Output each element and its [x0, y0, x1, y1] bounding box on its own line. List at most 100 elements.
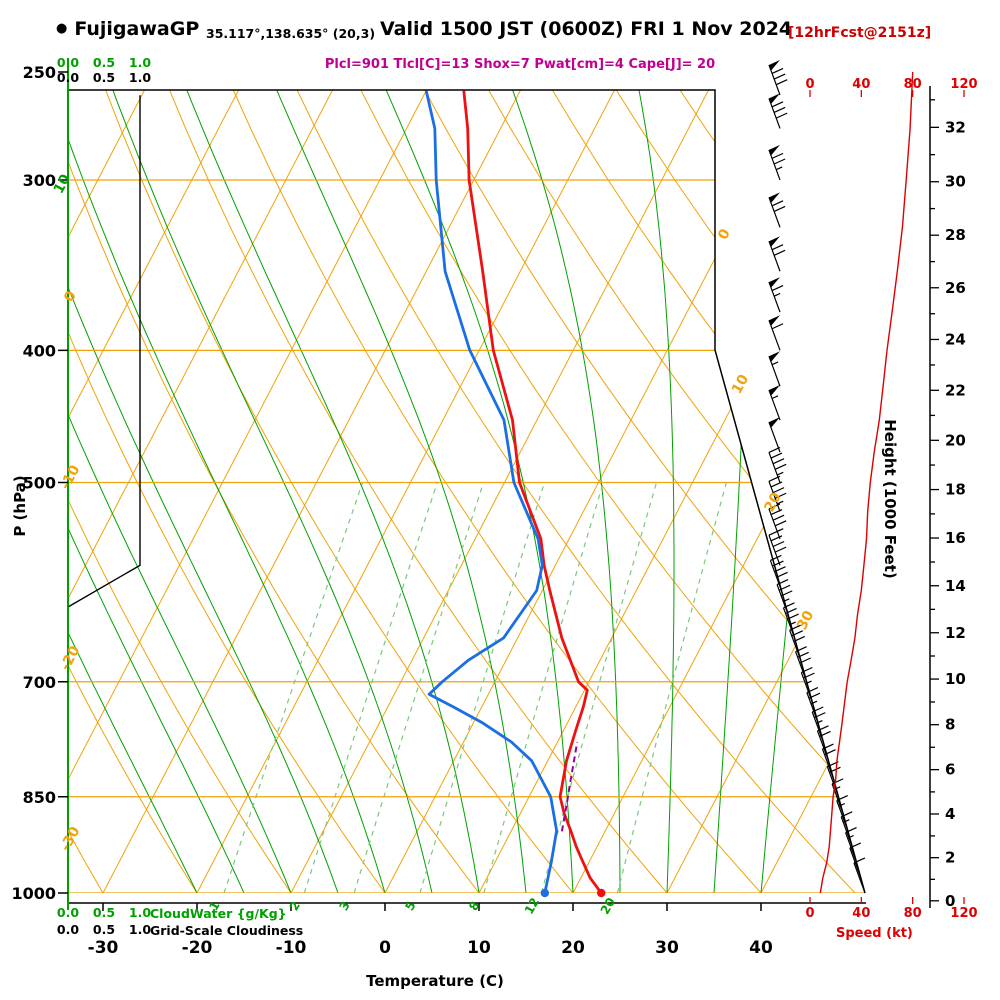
cloud-scale-value: 1.0: [129, 55, 151, 70]
cloud-scale-value: 0.5: [93, 922, 115, 937]
wind-barb: [768, 503, 787, 540]
stability-indices: Plcl=901 Tlcl[C]=13 Shox=7 Pwat[cm]=4 Ca…: [324, 57, 716, 72]
height-tick-label: 10: [945, 670, 966, 688]
surface-temp-dot: [597, 888, 606, 898]
mixing-ratio-label: 12: [522, 895, 542, 916]
temp-tick-label: 40: [749, 938, 773, 958]
height-tick-label: 20: [945, 431, 966, 449]
wind-barb: [768, 277, 784, 313]
height-tick-label: 30: [945, 173, 966, 191]
mixing-ratio-label: 2: [287, 899, 303, 913]
height-tick-label: 26: [945, 279, 966, 297]
cloudiness-axis-title: Grid-Scale Cloudiness: [150, 923, 304, 938]
speed-tick-label-bottom: 120: [950, 906, 977, 921]
dewpoint-curve: [424, 90, 558, 894]
surface-dewpoint-dot: [540, 888, 549, 898]
cloud-scale-value: 0.5: [93, 905, 115, 920]
wind-barb: [768, 192, 786, 228]
station-coordinates: 35.117°,138.635° (20,3): [206, 26, 376, 41]
height-tick-label: 14: [945, 577, 966, 595]
cloud-scale-value: 0.0: [57, 55, 79, 70]
height-tick-label: 28: [945, 226, 966, 244]
wind-barb: [768, 315, 784, 351]
mixing-ratio-label: 3: [337, 899, 353, 913]
temp-tick-label: 30: [655, 938, 679, 958]
isotherm-label-right: 10: [729, 372, 752, 397]
speed-tick-label-top: 80: [904, 77, 922, 92]
cloud-traces: [67, 90, 141, 893]
height-axis-title: Height (1000 Feet): [881, 419, 899, 579]
speed-tick-label-bottom: 0: [805, 906, 814, 921]
wind-barb: [768, 59, 788, 96]
height-tick-label: 4: [945, 805, 955, 823]
wind-speed-curve: [819, 71, 914, 894]
speed-tick-label-bottom: 80: [904, 906, 922, 921]
mixing-ratio-label: 5: [402, 899, 418, 913]
isotherm-label-left: -10: [57, 462, 83, 492]
temp-tick-label: -30: [88, 938, 119, 958]
temp-tick-label: -10: [276, 938, 307, 958]
wind-barb: [769, 554, 788, 591]
mixing-ratio-label: 20: [598, 895, 618, 916]
pressure-tick-label: 700: [23, 673, 56, 692]
height-tick-label: 16: [945, 529, 966, 547]
height-tick-label: 12: [945, 624, 966, 642]
wind-barb: [768, 385, 781, 421]
pressure-tick-label: 1000: [11, 884, 56, 903]
height-tick-label: 32: [945, 118, 966, 136]
temp-tick-label: 0: [379, 938, 391, 958]
wind-barb: [768, 93, 788, 129]
wind-barb: [768, 351, 781, 387]
station-name: FujigawaGP: [74, 18, 200, 40]
isotherm-label-right: 20: [762, 490, 785, 515]
speed-axis-title: Speed (kt): [836, 926, 913, 941]
temperature-axis: -30 -20 -10 0 10 20 30 40: [88, 903, 773, 958]
temperature-curve: [462, 90, 603, 894]
cloudwater-axis-title: CloudWater {g/Kg}: [150, 906, 287, 921]
wind-barb: [768, 236, 786, 272]
height-tick-label: 2: [945, 849, 955, 867]
height-tick-label: 0: [945, 892, 955, 910]
cloud-scale-value: 0.0: [57, 70, 79, 85]
speed-tick-label-bottom: 40: [852, 906, 870, 921]
cloud-scale-value: 1.0: [129, 922, 151, 937]
height-tick-label: 24: [945, 330, 966, 348]
cloud-scale-value: 0.0: [57, 922, 79, 937]
cloud-scale-value: 1.0: [129, 70, 151, 85]
pressure-axis: 250 300 400 500 700 850 1000: [11, 63, 68, 903]
wind-barb: [768, 144, 786, 181]
wind-barbs: [768, 59, 866, 894]
wind-barb: [768, 475, 787, 512]
wind-barb: [849, 842, 862, 879]
temp-tick-label: -20: [182, 938, 213, 958]
wind-barb: [768, 417, 781, 453]
grid-lines: [68, 90, 865, 893]
isotherm-label-right: 30: [794, 608, 817, 633]
sounding-curves: [424, 90, 606, 898]
pressure-tick-label: 300: [23, 171, 56, 190]
speed-tick-label-top: 40: [852, 77, 870, 92]
isotherm-label-left: -20: [57, 643, 83, 673]
speed-tick-label-top: 0: [805, 77, 814, 92]
plot-frame: [67, 58, 866, 910]
cloud-scales: 0.0 0.5 1.0 0.0 0.5 1.0 0.0 0.5 1.0 0.0 0.5 1.0: [57, 55, 151, 937]
temp-tick-label: 20: [561, 938, 585, 958]
cloud-scale-value: 1.0: [129, 905, 151, 920]
isotherm-label-right: 0: [715, 226, 734, 242]
cloudiness-trace: [67, 95, 141, 608]
height-tick-label: 22: [945, 381, 966, 399]
station-title: ● FujigawaGP: [56, 18, 199, 40]
mixing-ratio-label: 8: [466, 899, 482, 913]
height-tick-label: 18: [945, 481, 966, 499]
speed-tick-label-top: 120: [950, 77, 977, 92]
station-bullet-icon: ●: [56, 21, 68, 36]
cloud-scale-value: 0.5: [93, 70, 115, 85]
temperature-axis-title: Temperature (C): [366, 972, 504, 990]
cloud-scale-value: 0.5: [93, 55, 115, 70]
isotherm-label-left: -30: [57, 824, 83, 854]
pressure-tick-label: 400: [23, 341, 56, 360]
pressure-tick-label: 850: [23, 788, 56, 807]
